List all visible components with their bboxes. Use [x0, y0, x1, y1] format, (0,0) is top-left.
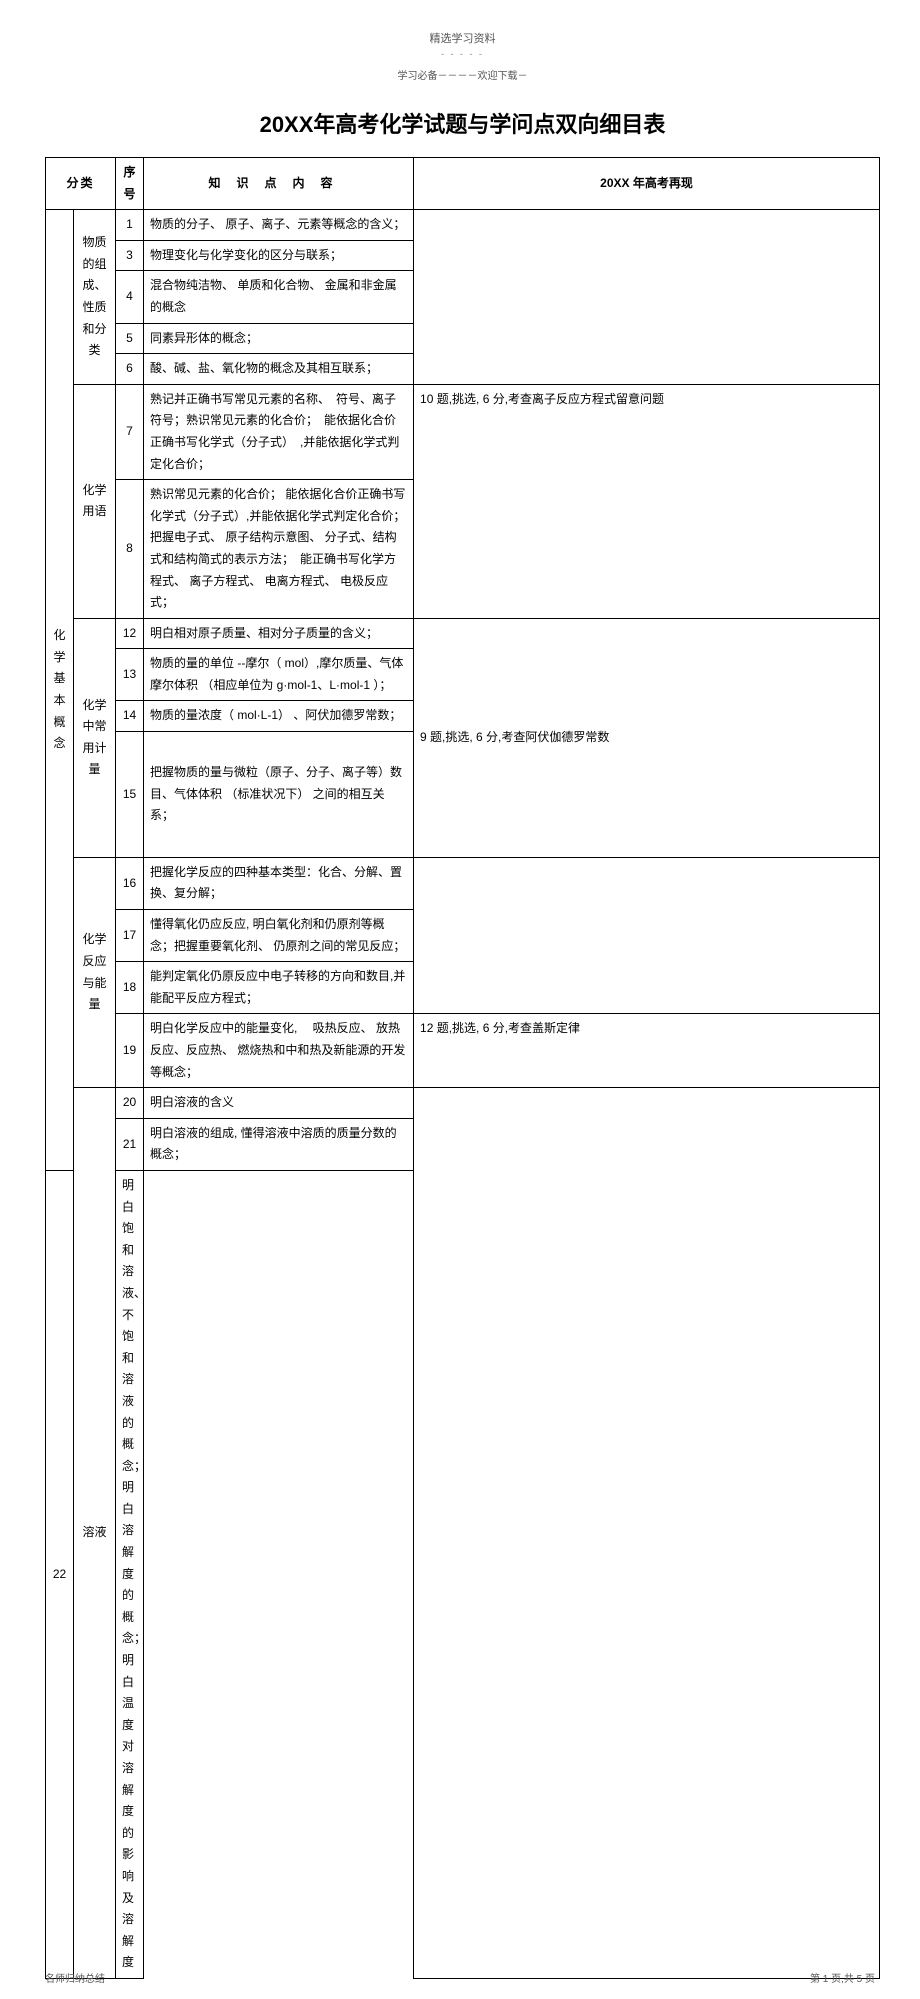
group-cell: 化学用语 [74, 384, 116, 618]
group-cell: 化学反应与能量 [74, 857, 116, 1087]
num-cell: 5 [116, 323, 144, 354]
header-sub-label: 学习必备－－－－欢迎下载－ [45, 67, 880, 82]
point-cell: 熟记并正确书写常见元素的名称、 符号、离子符号；熟识常见元素的化合价； 能依据化… [144, 384, 414, 479]
point-cell: 明白饱和溶液、 不饱和溶液的概念； 明白溶解度的概念；明白温度对溶解度的影响及溶… [116, 1170, 144, 1978]
table-row: 化学基本概念 物质的组成、性质和分类 1 物质的分子、 原子、离子、元素等概念的… [46, 210, 880, 241]
point-cell: 能判定氧化仍原反应中电子转移的方向和数目,并能配平反应方程式； [144, 962, 414, 1014]
exam-cell: 12 题,挑选, 6 分,考查盖斯定律 [414, 1014, 880, 1088]
th-num: 序号 [116, 158, 144, 210]
point-cell: 明白相对原子质量、相对分子质量的含义； [144, 618, 414, 649]
th-exam: 20XX 年高考再现 [414, 158, 880, 210]
table-row: 化学中常用计量 12 明白相对原子质量、相对分子质量的含义； 9 题,挑选, 6… [46, 618, 880, 649]
th-point: 知识点内容 [144, 158, 414, 210]
th-category: 分类 [46, 158, 116, 210]
point-cell: 同素异形体的概念； [144, 323, 414, 354]
point-cell: 混合物纯洁物、 单质和化合物、 金属和非金属的概念 [144, 271, 414, 323]
num-cell: 7 [116, 384, 144, 479]
num-cell: 22 [46, 1170, 74, 1978]
exam-cell [414, 1088, 880, 1979]
header-top-dash: - - - - - [45, 49, 880, 59]
point-cell: 把握物质的量与微粒（原子、分子、离子等）数目、气体体积 （标准状况下） 之间的相… [144, 732, 414, 858]
exam-cell [414, 210, 880, 385]
num-cell: 12 [116, 618, 144, 649]
header-top-label: 精选学习资料 [45, 30, 880, 46]
exam-cell: 10 题,挑选, 6 分,考查离子反应方程式留意问题 [414, 384, 880, 618]
point-cell: 明白化学反应中的能量变化, 吸热反应、 放热反应、反应热、 燃烧热和中和热及新能… [144, 1014, 414, 1088]
point-cell: 熟识常见元素的化合价； 能依据化合价正确书写化学式（分子式）,并能依据化学式判定… [144, 480, 414, 619]
exam-cell-empty [414, 857, 880, 1014]
num-cell: 4 [116, 271, 144, 323]
point-cell: 把握化学反应的四种基本类型：化合、分解、置换、复分解； [144, 857, 414, 909]
table-row: 化学反应与能量 16 把握化学反应的四种基本类型：化合、分解、置换、复分解； [46, 857, 880, 909]
point-cell: 物质的量浓度（ mol·L-1） 、阿伏加德罗常数； [144, 701, 414, 732]
point-cell: 物质的量的单位 --摩尔（ mol）,摩尔质量、气体摩尔体积 （相应单位为 g·… [144, 649, 414, 701]
exam-cell: 9 题,挑选, 6 分,考查阿伏伽德罗常数 [414, 618, 880, 857]
num-cell: 20 [116, 1088, 144, 1119]
point-cell: 物理变化与化学变化的区分与联系； [144, 240, 414, 271]
group-cell: 物质的组成、性质和分类 [74, 210, 116, 385]
group-cell: 溶液 [74, 1088, 116, 1979]
num-cell: 1 [116, 210, 144, 241]
group-cell: 化学中常用计量 [74, 618, 116, 857]
point-cell: 懂得氧化仍应反应, 明白氧化剂和仍原剂等概念；把握重要氧化剂、 仍原剂之间的常见… [144, 910, 414, 962]
table-row: 化学用语 7 熟记并正确书写常见元素的名称、 符号、离子符号；熟识常见元素的化合… [46, 384, 880, 479]
num-cell: 14 [116, 701, 144, 732]
point-cell: 明白溶液的组成, 懂得溶液中溶质的质量分数的概念； [144, 1118, 414, 1170]
table-row: 19 明白化学反应中的能量变化, 吸热反应、 放热反应、反应热、 燃烧热和中和热… [46, 1014, 880, 1088]
point-cell: 酸、碱、盐、氧化物的概念及其相互联系； [144, 354, 414, 385]
main-table: 分类 序号 知识点内容 20XX 年高考再现 化学基本概念 物质的组成、性质和分… [45, 157, 880, 1979]
page-root: 精选学习资料 - - - - - 学习必备－－－－欢迎下载－ 20XX年高考化学… [0, 0, 920, 1999]
point-cell: 物质的分子、 原子、离子、元素等概念的含义； [144, 210, 414, 241]
header-row: 分类 序号 知识点内容 20XX 年高考再现 [46, 158, 880, 210]
table-row: 溶液 20 明白溶液的含义 [46, 1088, 880, 1119]
num-cell: 6 [116, 354, 144, 385]
num-cell: 15 [116, 732, 144, 858]
num-cell: 3 [116, 240, 144, 271]
num-cell: 17 [116, 910, 144, 962]
num-cell: 19 [116, 1014, 144, 1088]
page-title: 20XX年高考化学试题与学问点双向细目表 [45, 107, 880, 139]
num-cell: 13 [116, 649, 144, 701]
num-cell: 21 [116, 1118, 144, 1170]
num-cell: 8 [116, 480, 144, 619]
num-cell: 16 [116, 857, 144, 909]
point-cell: 明白溶液的含义 [144, 1088, 414, 1119]
num-cell: 18 [116, 962, 144, 1014]
footer-left: 名师归纳总结 [45, 1970, 105, 1985]
footer-right: 第 1 页,共 5 页 [810, 1970, 875, 1985]
level1-cell: 化学基本概念 [46, 210, 74, 1171]
